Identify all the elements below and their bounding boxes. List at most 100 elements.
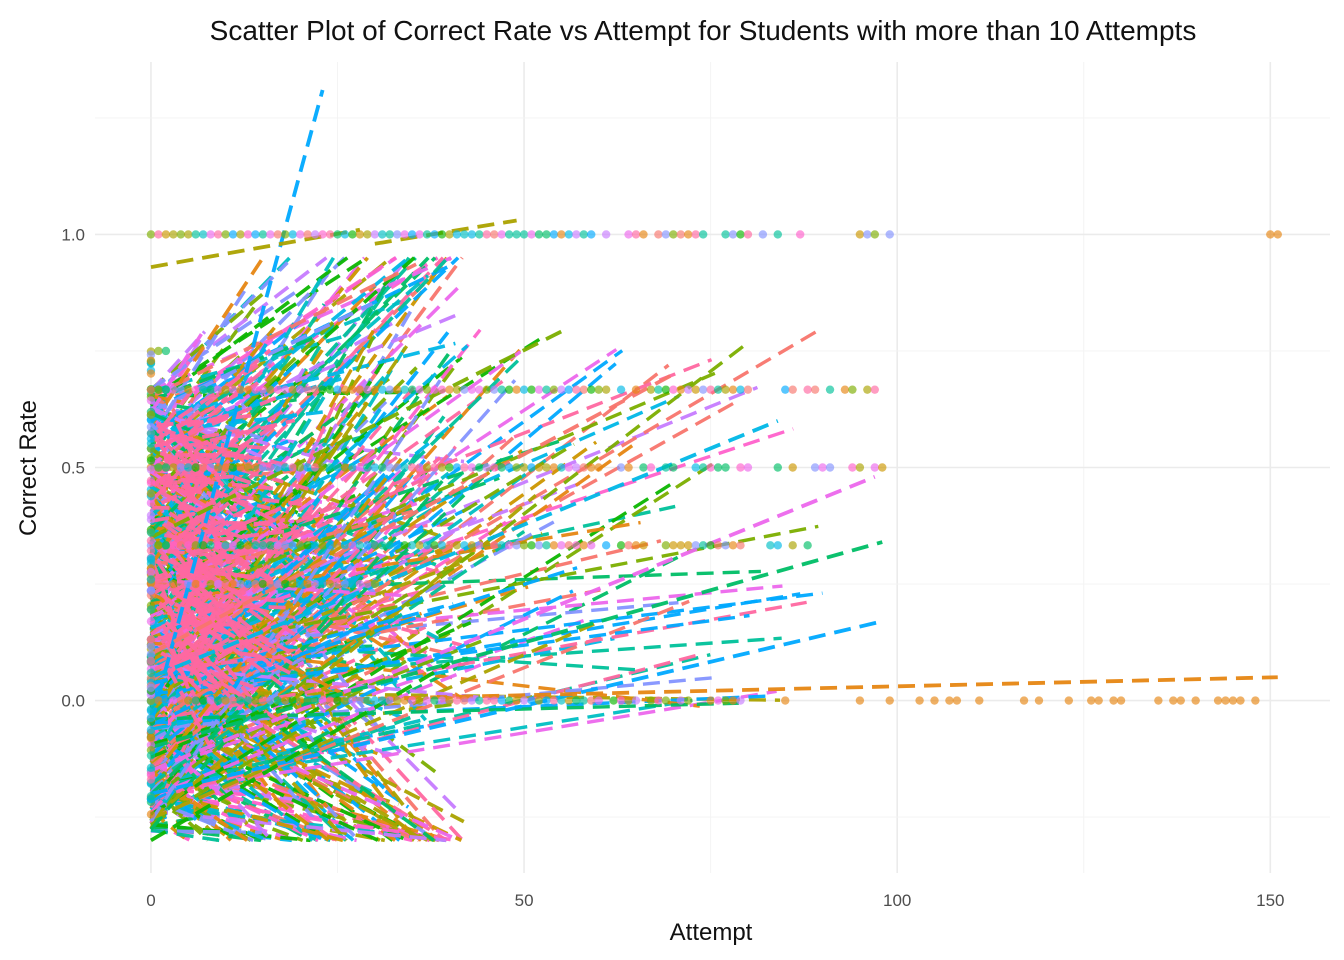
data-point xyxy=(870,230,880,239)
data-point xyxy=(146,528,156,537)
data-point xyxy=(325,696,335,705)
data-point xyxy=(549,463,559,472)
data-point xyxy=(393,230,402,239)
data-point xyxy=(430,463,439,472)
data-point xyxy=(661,230,671,239)
trend-line xyxy=(150,227,361,269)
data-point xyxy=(266,579,275,589)
data-point xyxy=(706,541,715,550)
trend-line xyxy=(188,542,293,556)
trend-line xyxy=(150,599,690,820)
data-point xyxy=(184,541,193,550)
data-point xyxy=(363,696,372,705)
data-point xyxy=(445,230,454,239)
trend-line xyxy=(185,549,257,566)
data-point xyxy=(415,385,424,394)
trend-line xyxy=(149,537,349,768)
trend-line xyxy=(149,479,444,831)
data-point xyxy=(661,385,671,394)
data-point xyxy=(355,579,365,589)
data-point xyxy=(236,463,245,472)
data-point xyxy=(310,696,320,705)
data-point xyxy=(475,230,484,239)
x-tick-label: 50 xyxy=(515,891,534,910)
data-point xyxy=(407,230,417,239)
data-point xyxy=(176,463,186,472)
trend-line xyxy=(149,289,299,391)
data-point xyxy=(146,642,156,651)
data-point xyxy=(266,541,275,550)
data-point xyxy=(878,463,887,472)
trend-line xyxy=(150,596,424,727)
data-point xyxy=(564,463,574,472)
data-point xyxy=(258,463,268,472)
data-point xyxy=(616,385,626,394)
data-point xyxy=(1221,696,1230,705)
data-point xyxy=(512,541,521,550)
data-point xyxy=(146,656,156,666)
data-point xyxy=(355,696,365,705)
data-point xyxy=(549,696,559,705)
data-point xyxy=(370,579,380,589)
data-point xyxy=(251,579,260,589)
data-point xyxy=(415,230,424,239)
trend-line xyxy=(150,653,699,801)
data-point xyxy=(743,230,753,239)
trend-line xyxy=(150,495,426,663)
data-point xyxy=(400,541,409,550)
data-point xyxy=(370,385,380,394)
data-point xyxy=(258,230,268,239)
data-point xyxy=(504,463,514,472)
data-point xyxy=(445,385,454,394)
data-point xyxy=(863,385,872,394)
trend-line xyxy=(158,426,272,469)
data-point xyxy=(415,541,424,550)
data-point xyxy=(146,791,156,801)
data-point xyxy=(698,230,708,239)
data-point xyxy=(281,579,290,589)
data-point xyxy=(221,579,230,589)
trend-line xyxy=(149,379,505,636)
trend-line xyxy=(180,477,274,491)
data-point xyxy=(542,230,551,239)
data-point xyxy=(803,541,812,550)
trend-line xyxy=(150,717,428,787)
data-point xyxy=(191,385,200,394)
data-point xyxy=(154,463,163,472)
data-point xyxy=(594,385,603,394)
trend-line xyxy=(166,667,213,750)
data-point xyxy=(146,605,156,614)
trend-line xyxy=(176,567,263,638)
data-point xyxy=(549,385,559,394)
data-point xyxy=(236,696,245,705)
data-point xyxy=(534,541,544,550)
data-point xyxy=(288,579,297,589)
trend-line xyxy=(150,530,526,786)
data-point xyxy=(1266,230,1275,239)
data-point xyxy=(378,541,387,550)
data-point xyxy=(624,541,633,550)
data-point xyxy=(400,230,409,239)
data-point xyxy=(840,385,850,394)
trend-line xyxy=(149,457,403,780)
data-point xyxy=(169,463,178,472)
data-point xyxy=(206,463,215,472)
data-point xyxy=(661,463,671,472)
trend-line xyxy=(150,524,295,545)
data-point xyxy=(340,463,350,472)
data-point xyxy=(952,696,962,705)
trend-line xyxy=(169,434,188,439)
trend-line xyxy=(182,506,236,587)
data-point xyxy=(184,385,193,394)
data-point xyxy=(490,463,499,472)
trend-line xyxy=(150,428,240,449)
trend-line xyxy=(195,452,250,458)
trend-line xyxy=(165,520,285,589)
data-point xyxy=(497,385,506,394)
data-point xyxy=(452,541,462,550)
data-point xyxy=(199,230,208,239)
data-point xyxy=(676,230,685,239)
data-point xyxy=(340,541,350,550)
data-point xyxy=(721,230,730,239)
trend-line xyxy=(186,413,230,428)
